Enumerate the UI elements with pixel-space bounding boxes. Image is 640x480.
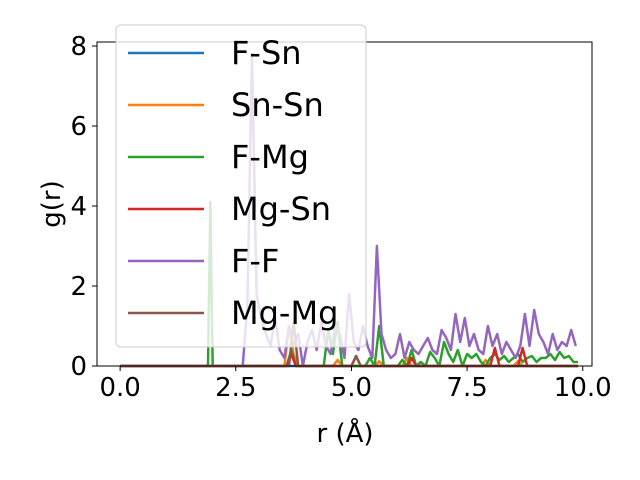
y-tick-label: 4 — [70, 192, 87, 222]
x-axis-label: r (Å) — [316, 417, 373, 449]
legend: F-Sn Sn-Sn F-Mg Mg-Sn F-F Mg-Mg — [115, 24, 367, 348]
legend-label-f-mg: F-Mg — [231, 138, 309, 176]
y-tick-label: 8 — [70, 32, 87, 62]
x-tick-label: 5.0 — [331, 373, 372, 403]
x-tick-label: 0.0 — [99, 373, 140, 403]
series-line-mg-sn — [120, 346, 579, 368]
legend-label-f-sn: F-Sn — [231, 34, 302, 72]
y-axis-label: g(r) — [37, 180, 67, 227]
y-tick-label: 6 — [70, 112, 87, 142]
legend-label-mg-mg: Mg-Mg — [231, 294, 338, 332]
legend-label-sn-sn: Sn-Sn — [231, 86, 324, 124]
x-tick-label: 2.5 — [215, 373, 256, 403]
legend-label-f-f: F-F — [231, 242, 279, 280]
axes: 0.0 2.5 5.0 7.5 10.0 0 2 4 6 8 — [70, 32, 611, 403]
y-tick-label: 2 — [70, 272, 87, 302]
x-tick-label: 7.5 — [446, 373, 487, 403]
legend-label-mg-sn: Mg-Sn — [231, 190, 331, 228]
y-tick-label: 0 — [70, 352, 87, 382]
x-tick-label: 10.0 — [554, 373, 612, 403]
